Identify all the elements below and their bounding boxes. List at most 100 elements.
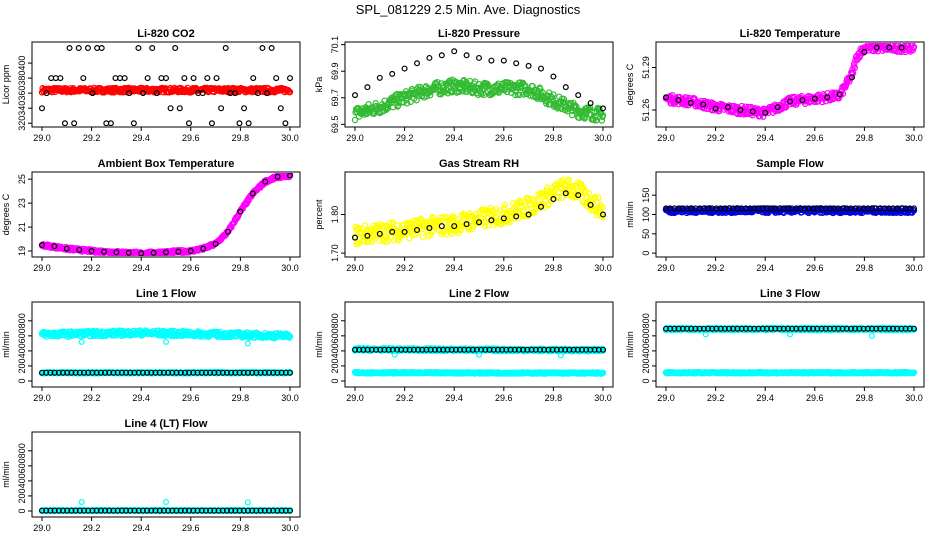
data-point [100,248,107,255]
data-point [451,223,458,230]
series-2-5-min-ave [352,48,606,112]
x-tick-label: 30.0 [281,393,299,403]
data-point [426,54,433,61]
series-2-5-min-ave [662,44,905,116]
data-point [43,90,50,97]
y-tick-label: 21 [17,222,27,232]
data-point [599,369,607,376]
data-point [126,90,133,97]
data-point [419,234,427,241]
x-tick-label: 29.2 [707,263,725,273]
y-axis-label: kPa [314,77,324,93]
series-fast [38,173,294,256]
y-axis-label: degrees C [1,193,11,235]
data-point [401,65,408,72]
data-point [407,98,414,106]
data-point [379,222,387,229]
data-point [286,333,294,340]
data-point [389,70,396,77]
panel-title: Li-820 Pressure [438,28,520,40]
y-tick-label: 200 [330,358,340,373]
data-point [175,248,182,255]
data-point [898,44,905,51]
data-point [712,105,719,112]
data-point [208,120,215,126]
data-point [525,211,532,218]
data-point [185,120,192,126]
data-point [241,105,248,112]
data-point [438,223,445,230]
data-point [581,115,588,122]
x-tick-label: 29.2 [396,133,414,143]
y-tick-label: 0 [641,378,651,383]
data-point [700,101,707,108]
panel-title: Line 1 Flow [136,288,196,300]
y-axis-label: ml/min [1,331,11,358]
data-point [403,100,411,107]
series-fast [38,84,294,96]
data-point [138,250,145,256]
data-point [592,193,599,200]
data-point [107,120,114,126]
data-point [662,94,669,101]
x-tick-label: 29.2 [83,133,101,143]
x-tick-label: 29.8 [856,393,874,403]
data-point [163,75,170,82]
plot-frame [31,171,301,258]
data-point [562,84,569,91]
data-point [261,84,268,92]
data-point [548,197,556,204]
data-point [571,102,579,109]
data-point [861,48,868,55]
x-tick-label: 29.0 [346,393,364,403]
data-point [218,105,225,112]
plot-frame [31,41,301,128]
data-point [395,237,402,244]
y-tick-label: 23 [17,198,27,208]
series-2-5-min-ave [38,45,294,126]
y-axis-label: ml/min [314,331,324,358]
x-tick-label: 30.0 [905,393,923,403]
panel-title: Ambient Box Temperature [98,158,235,170]
y-tick-label: 200 [17,358,27,373]
data-point [520,209,527,216]
data-point [786,98,793,105]
series-dips [391,351,564,359]
data-point [121,75,128,82]
data-point [78,338,85,345]
data-point [250,75,257,82]
data-point [427,231,434,239]
data-point [379,225,386,232]
x-tick-label: 29.2 [707,393,725,403]
x-tick-label: 30.0 [281,263,299,273]
series-2-5-min-ave [352,346,606,353]
x-tick-label: 29.8 [856,133,874,143]
y-tick-label: 600 [17,328,27,343]
data-point [850,63,857,70]
x-tick-label: 29.4 [445,133,463,143]
data-point [364,232,371,239]
data-point [848,74,855,81]
data-point [565,176,572,183]
data-point [287,173,293,179]
series-fast-low [351,368,607,377]
data-point [599,112,607,119]
y-tick-label: 0 [641,251,651,256]
data-point [199,90,206,97]
data-point [560,95,568,103]
data-point [376,230,383,237]
data-point [489,207,497,214]
data-point [63,245,70,252]
data-point [352,234,359,241]
data-point [163,249,170,256]
data-point [575,92,582,99]
x-tick-label: 29.8 [545,263,563,273]
data-point [799,97,806,104]
x-tick-label: 29.2 [396,263,414,273]
data-point [88,248,95,255]
x-tick-label: 29.6 [495,393,513,403]
data-point [583,193,591,200]
x-tick-label: 29.6 [806,393,824,403]
data-point [550,91,557,98]
